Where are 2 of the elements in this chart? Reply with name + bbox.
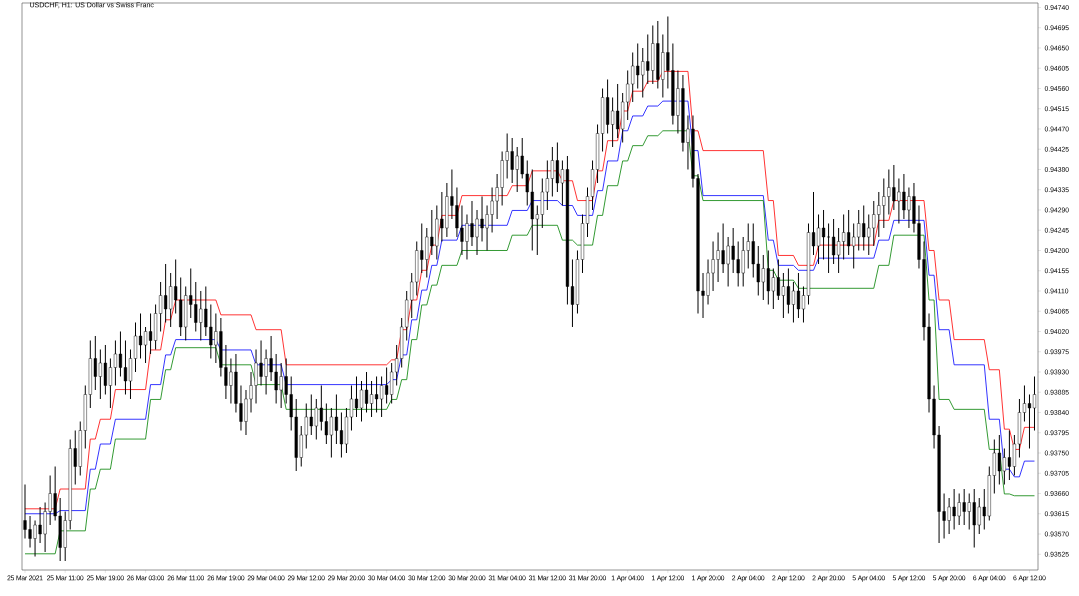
candlestick xyxy=(826,223,831,274)
candlestick xyxy=(821,209,826,260)
